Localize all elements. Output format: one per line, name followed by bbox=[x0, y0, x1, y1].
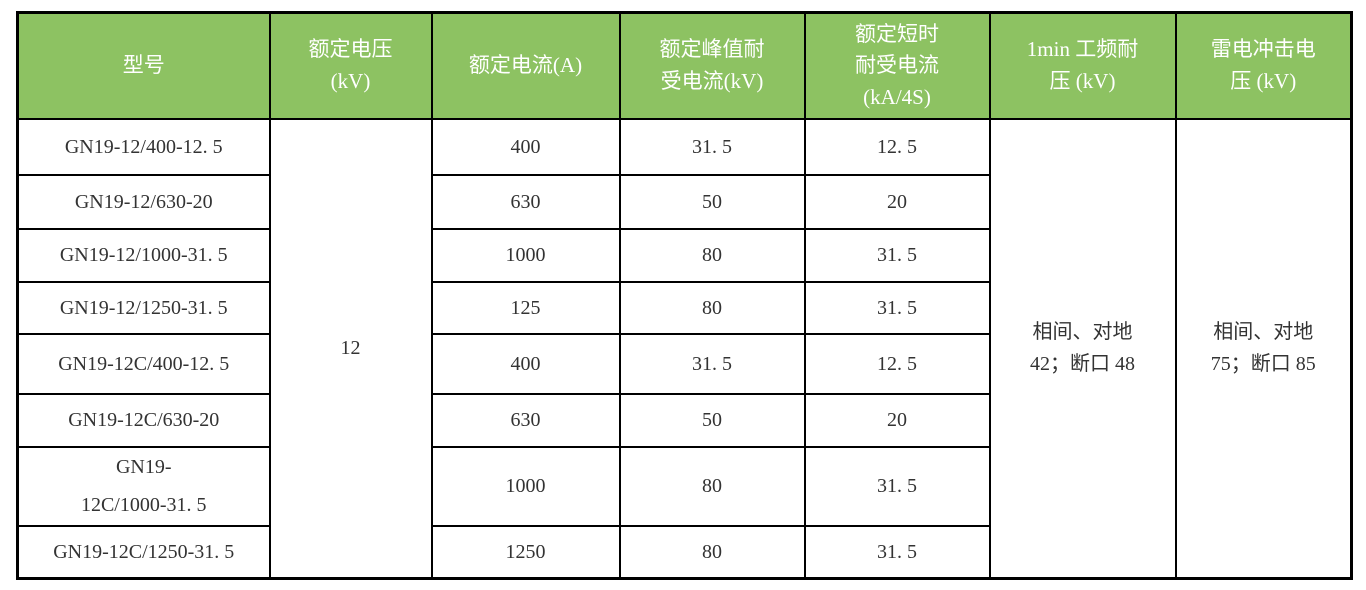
short-time-cell: 31. 5 bbox=[803, 524, 991, 580]
peak-cell: 50 bbox=[618, 173, 806, 230]
table-row: GN19-12C/400-12. 5 400 31. 5 12. 5 bbox=[16, 332, 1352, 395]
header-label-rated-voltage: 额定电压 (kV) bbox=[308, 37, 393, 93]
lightning-impulse-cell: 相间、对地 75；断口 85 bbox=[1174, 117, 1353, 580]
table-row: GN19-12C/1250-31. 5 1250 80 31. 5 bbox=[16, 524, 1352, 580]
short-time-cell: 20 bbox=[803, 392, 991, 448]
peak-cell: 31. 5 bbox=[618, 117, 806, 176]
table-row: GN19-12/400-12. 5 12 400 31. 5 12. 5 相间、… bbox=[16, 117, 1353, 580]
header-label-peak-withstand: 额定峰值耐 受电流(kV) bbox=[659, 37, 765, 93]
table-row: GN19-12/630-20 630 50 20 bbox=[16, 173, 1352, 230]
header-cell-rated-current: 额定电流(A) bbox=[430, 11, 621, 120]
header-label-rated-current: 额定电流(A) bbox=[468, 53, 583, 77]
current-cell: 1000 bbox=[430, 227, 621, 283]
short-time-cell: 31. 5 bbox=[803, 280, 991, 335]
table-row: GN19-12C/630-20 630 50 20 bbox=[16, 392, 1352, 448]
short-time-cell: 31. 5 bbox=[803, 445, 991, 527]
table-row: GN19- 12C/1000-31. 5 1000 80 31. 5 bbox=[16, 445, 1352, 527]
table-header: 型号 额定电压 (kV) 额定电流(A) 额定峰值耐 受电流(kV) 额定短时 … bbox=[16, 11, 1353, 120]
short-time-cell: 12. 5 bbox=[803, 332, 991, 395]
short-time-cell: 12. 5 bbox=[803, 117, 991, 176]
current-cell: 1000 bbox=[430, 445, 621, 527]
model-cell: GN19-12/1250-31. 5 bbox=[16, 280, 271, 335]
current-cell: 400 bbox=[430, 332, 621, 395]
current-cell: 400 bbox=[430, 117, 621, 176]
header-label-power-freq-withstand: 1min 工频耐 压 (kV) bbox=[1026, 37, 1139, 93]
header-label-lightning-impulse: 雷电冲击电 压 (kV) bbox=[1210, 37, 1316, 93]
short-time-cell: 31. 5 bbox=[803, 227, 991, 283]
model-cell: GN19-12C/630-20 bbox=[16, 392, 271, 448]
table-row: GN19-12/1250-31. 5 125 80 31. 5 bbox=[16, 280, 1352, 335]
table-body: GN19-12/400-12. 5 12 400 31. 5 12. 5 相间、… bbox=[16, 117, 1353, 580]
header-cell-lightning-impulse: 雷电冲击电 压 (kV) bbox=[1174, 11, 1353, 120]
peak-cell: 80 bbox=[618, 524, 806, 580]
peak-cell: 80 bbox=[618, 445, 806, 527]
model-cell: GN19-12/630-20 bbox=[16, 173, 271, 230]
spec-table: 型号 额定电压 (kV) 额定电流(A) 额定峰值耐 受电流(kV) 额定短时 … bbox=[16, 11, 1353, 580]
current-cell: 1250 bbox=[430, 524, 621, 580]
peak-cell: 31. 5 bbox=[618, 332, 806, 395]
header-label-short-time-withstand: 额定短时 耐受电流 (kA/4S) bbox=[855, 21, 939, 109]
peak-cell: 50 bbox=[618, 392, 806, 448]
header-cell-power-freq-withstand: 1min 工频耐 压 (kV) bbox=[988, 11, 1177, 120]
model-cell: GN19-12C/1250-31. 5 bbox=[16, 524, 271, 580]
model-cell: GN19-12C/400-12. 5 bbox=[16, 332, 271, 395]
header-cell-short-time-withstand: 额定短时 耐受电流 (kA/4S) bbox=[803, 11, 991, 120]
peak-cell: 80 bbox=[618, 280, 806, 335]
model-cell: GN19- 12C/1000-31. 5 bbox=[16, 445, 271, 527]
model-cell: GN19-12/400-12. 5 bbox=[16, 117, 271, 176]
current-cell: 630 bbox=[430, 392, 621, 448]
peak-cell: 80 bbox=[618, 227, 806, 283]
power-freq-withstand-cell: 相间、对地 42；断口 48 bbox=[988, 117, 1177, 580]
current-cell: 630 bbox=[430, 173, 621, 230]
current-cell: 125 bbox=[430, 280, 621, 335]
header-label-model: 型号 bbox=[122, 53, 165, 77]
short-time-cell: 20 bbox=[803, 173, 991, 230]
header-cell-peak-withstand: 额定峰值耐 受电流(kV) bbox=[618, 11, 806, 120]
header-cell-rated-voltage: 额定电压 (kV) bbox=[268, 11, 433, 120]
header-cell-model: 型号 bbox=[16, 11, 271, 120]
header-row: 型号 额定电压 (kV) 额定电流(A) 额定峰值耐 受电流(kV) 额定短时 … bbox=[16, 11, 1353, 120]
table-row: GN19-12/1000-31. 5 1000 80 31. 5 bbox=[16, 227, 1352, 283]
model-cell: GN19-12/1000-31. 5 bbox=[16, 227, 271, 283]
rated-voltage-cell: 12 bbox=[268, 117, 433, 580]
